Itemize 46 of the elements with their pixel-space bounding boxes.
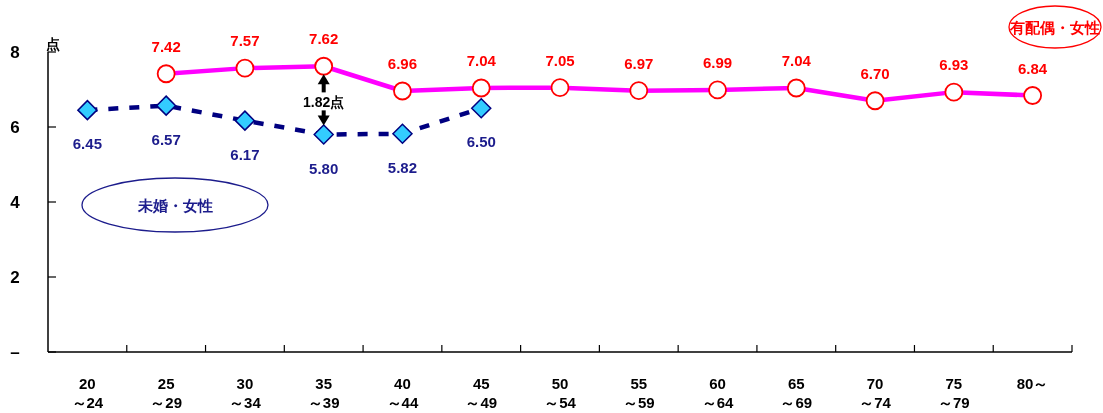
- data-label: 7.05: [545, 51, 575, 69]
- x-tick-label: 75～79: [938, 375, 970, 411]
- y-axis-title: 点: [46, 36, 60, 52]
- x-tick-label: 55～59: [622, 375, 655, 411]
- y-tick-label: 2: [10, 268, 20, 287]
- data-label: 6.57: [151, 130, 181, 148]
- point: [470, 98, 492, 119]
- x-tick-label: 80～: [1016, 375, 1049, 392]
- y-tick-label: 4: [10, 193, 21, 212]
- x-tick-label: 35～39: [307, 375, 340, 411]
- point: [392, 123, 413, 144]
- annotation: 1.82点: [303, 94, 345, 111]
- x-tick-label: 25～29: [150, 375, 182, 411]
- data-label: 6.97: [624, 54, 654, 72]
- data-label: 6.93: [939, 56, 969, 74]
- point: [77, 99, 98, 121]
- x-tick-label: 65～69: [780, 375, 813, 411]
- y-tick-label: 8: [10, 43, 20, 62]
- text: 有配偶・女性: [1009, 19, 1100, 36]
- x-tick-label: 45～49: [465, 375, 498, 411]
- data-label: 7.04: [466, 52, 497, 69]
- data-label: 6.50: [466, 133, 496, 151]
- x-tick-label: 50～54: [544, 375, 577, 411]
- point: [155, 95, 177, 116]
- x-tick-label: 20～24: [71, 375, 104, 411]
- data-label: 7.62: [309, 30, 339, 48]
- data-label: 5.80: [309, 159, 339, 177]
- data-label: 6.17: [230, 145, 260, 163]
- data-label: 6.70: [860, 64, 890, 82]
- data-label: 6.96: [387, 55, 418, 72]
- data-label: 7.42: [151, 37, 181, 55]
- data-label: 7.04: [781, 52, 812, 69]
- x-tick-label: 40～44: [386, 375, 419, 411]
- point: [234, 110, 256, 131]
- text: 未婚・女性: [136, 197, 213, 214]
- x-tick-label: 30～34: [229, 375, 262, 411]
- y-tick-label: –: [10, 343, 20, 362]
- data-label: 5.82: [387, 158, 418, 176]
- data-label: 6.99: [702, 53, 733, 71]
- y-tick-label: 6: [10, 118, 20, 137]
- x-tick-label: 60～64: [701, 375, 735, 411]
- data-label: 6.45: [72, 135, 102, 153]
- x-tick-label: 70～74: [859, 375, 892, 411]
- point: [313, 124, 334, 145]
- data-label: 7.57: [230, 32, 260, 50]
- data-label: 6.84: [1018, 59, 1048, 77]
